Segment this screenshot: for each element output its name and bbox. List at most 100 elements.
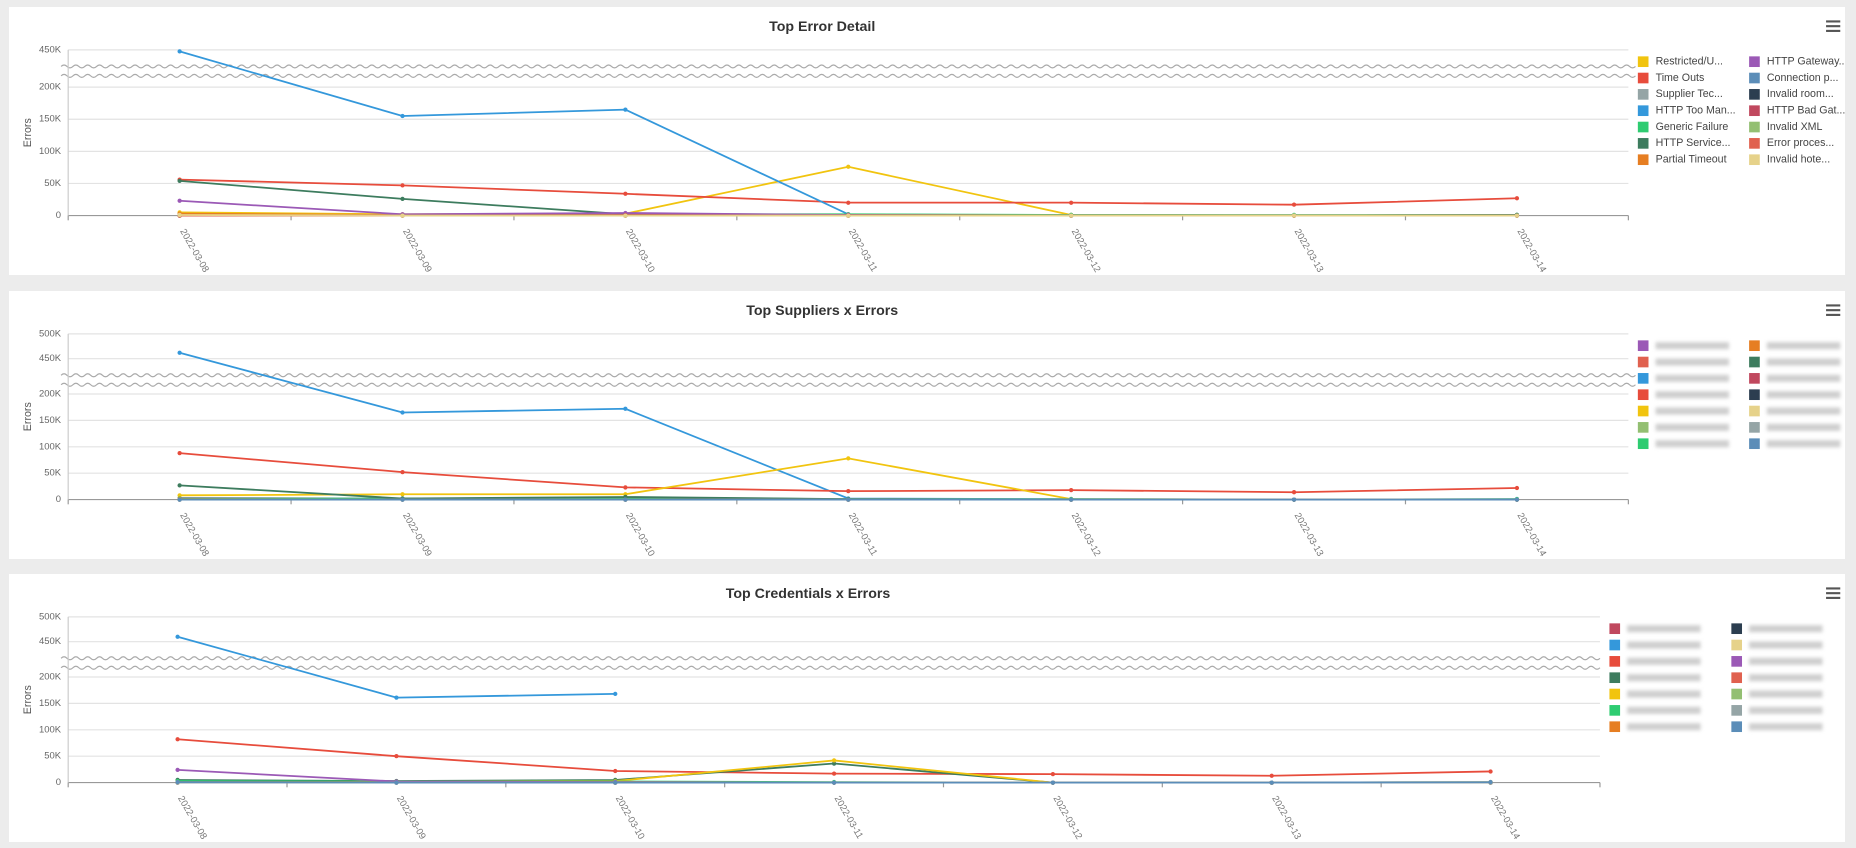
legend-label: Supplier Tec... bbox=[1656, 88, 1723, 100]
x-tick-label: 2022-03-09 bbox=[400, 511, 434, 558]
point bbox=[831, 771, 837, 776]
y-axis-title: Errors bbox=[22, 402, 34, 431]
legend-swatch bbox=[1749, 438, 1760, 450]
legend-swatch bbox=[1609, 705, 1621, 716]
legend-swatch bbox=[1749, 72, 1760, 84]
point bbox=[1291, 490, 1297, 495]
axis-break-line bbox=[60, 373, 1636, 378]
point bbox=[1488, 779, 1493, 785]
legend-swatch bbox=[1749, 121, 1760, 133]
legend-swatch bbox=[1637, 72, 1649, 84]
point bbox=[1514, 196, 1520, 201]
x-tick-label: 2022-03-12 bbox=[1069, 511, 1103, 558]
x-tick-label: 2022-03-12 bbox=[1069, 227, 1103, 274]
line bbox=[179, 180, 1517, 217]
legend-swatch bbox=[1637, 389, 1649, 401]
legend-swatch bbox=[1609, 672, 1621, 684]
x-tick-label: 2022-03-14 bbox=[1488, 794, 1522, 841]
x-tick-label: 2022-03-13 bbox=[1292, 511, 1326, 558]
legend-label: Invalid room... bbox=[1767, 88, 1834, 100]
point bbox=[177, 212, 182, 218]
point bbox=[1514, 497, 1520, 502]
point bbox=[394, 780, 399, 785]
legend-label-hidden bbox=[1749, 723, 1823, 731]
point bbox=[846, 488, 851, 494]
point bbox=[177, 497, 182, 502]
point bbox=[400, 113, 405, 119]
y-tick-label: 500K bbox=[39, 328, 62, 339]
legend-swatch bbox=[1637, 405, 1649, 417]
axis-break bbox=[61, 658, 1603, 668]
series bbox=[177, 350, 1520, 502]
y-tick-label: 450K bbox=[39, 44, 62, 55]
point bbox=[1488, 769, 1493, 774]
legend-label: Invalid hote... bbox=[1767, 154, 1830, 166]
legend-label-hidden bbox=[1627, 641, 1701, 649]
x-tick-label: 2022-03-09 bbox=[400, 227, 434, 274]
legend-label-hidden bbox=[1749, 641, 1823, 649]
y-tick-label: 100K bbox=[39, 441, 62, 452]
x-tick-label: 2022-03-08 bbox=[175, 794, 209, 841]
x-tick-label: 2022-03-10 bbox=[613, 794, 647, 841]
point bbox=[1069, 213, 1074, 218]
axis-break-line bbox=[60, 665, 1601, 670]
point bbox=[846, 456, 851, 461]
chart: Top Credentials x Errors Errors 0 50K 100K 15… bbox=[22, 586, 1841, 841]
chart-title: Top Credentials x Errors bbox=[726, 586, 891, 602]
legend-swatch bbox=[1609, 656, 1621, 667]
x-tick-label: 2022-03-12 bbox=[1051, 794, 1085, 841]
y-tick-label: 0 bbox=[56, 494, 61, 505]
y-tick-label: 150K bbox=[39, 698, 62, 709]
point bbox=[175, 779, 180, 785]
y-tick-label: 50K bbox=[44, 751, 62, 762]
point bbox=[177, 450, 182, 456]
legend-label: HTTP Gateway... bbox=[1767, 56, 1845, 68]
legend-label: Connection p... bbox=[1767, 72, 1839, 84]
x-tick-label: 2022-03-09 bbox=[394, 794, 428, 841]
legend-label-hidden bbox=[1766, 440, 1841, 448]
legend-swatch bbox=[1731, 688, 1743, 700]
point bbox=[394, 754, 399, 759]
y-tick-label: 100K bbox=[39, 724, 62, 735]
legend-label-hidden bbox=[1655, 342, 1729, 350]
legend-label-hidden bbox=[1766, 407, 1841, 415]
legend-label-hidden bbox=[1627, 657, 1701, 665]
legend-swatch bbox=[1637, 154, 1649, 166]
series bbox=[175, 737, 1493, 778]
point bbox=[400, 410, 405, 415]
legend-swatch bbox=[1731, 656, 1743, 667]
y-tick-label: 150K bbox=[39, 415, 62, 426]
axis-break-line bbox=[60, 382, 1636, 387]
point bbox=[1291, 202, 1297, 207]
legend-label: HTTP Bad Gat... bbox=[1767, 105, 1845, 117]
y-tick-label: 200K bbox=[39, 388, 62, 399]
legend-label-hidden bbox=[1749, 674, 1823, 682]
point bbox=[623, 191, 628, 196]
point bbox=[1050, 771, 1056, 777]
legend-label-hidden bbox=[1655, 391, 1729, 399]
point bbox=[613, 768, 618, 774]
legend-swatch bbox=[1749, 356, 1760, 368]
legend-label-hidden bbox=[1766, 374, 1841, 382]
chart-title: Top Suppliers x Errors bbox=[746, 303, 898, 319]
legend-swatch bbox=[1637, 105, 1649, 117]
legend-swatch bbox=[1637, 356, 1649, 368]
legend-label-hidden bbox=[1655, 374, 1729, 382]
y-tick-label: 450K bbox=[39, 636, 62, 647]
point bbox=[613, 691, 618, 697]
axis-break bbox=[61, 375, 1631, 385]
legend-swatch bbox=[1749, 56, 1760, 68]
point bbox=[613, 780, 618, 785]
legend-swatch bbox=[1731, 623, 1743, 635]
point bbox=[846, 497, 851, 502]
y-tick-label: 150K bbox=[39, 114, 62, 125]
point bbox=[846, 213, 851, 218]
point bbox=[1269, 773, 1274, 778]
legend-swatch bbox=[1749, 373, 1760, 384]
legend-swatch bbox=[1637, 121, 1649, 133]
point bbox=[394, 695, 399, 700]
axis-break-line bbox=[60, 656, 1601, 661]
point bbox=[623, 485, 628, 490]
point bbox=[177, 49, 182, 54]
